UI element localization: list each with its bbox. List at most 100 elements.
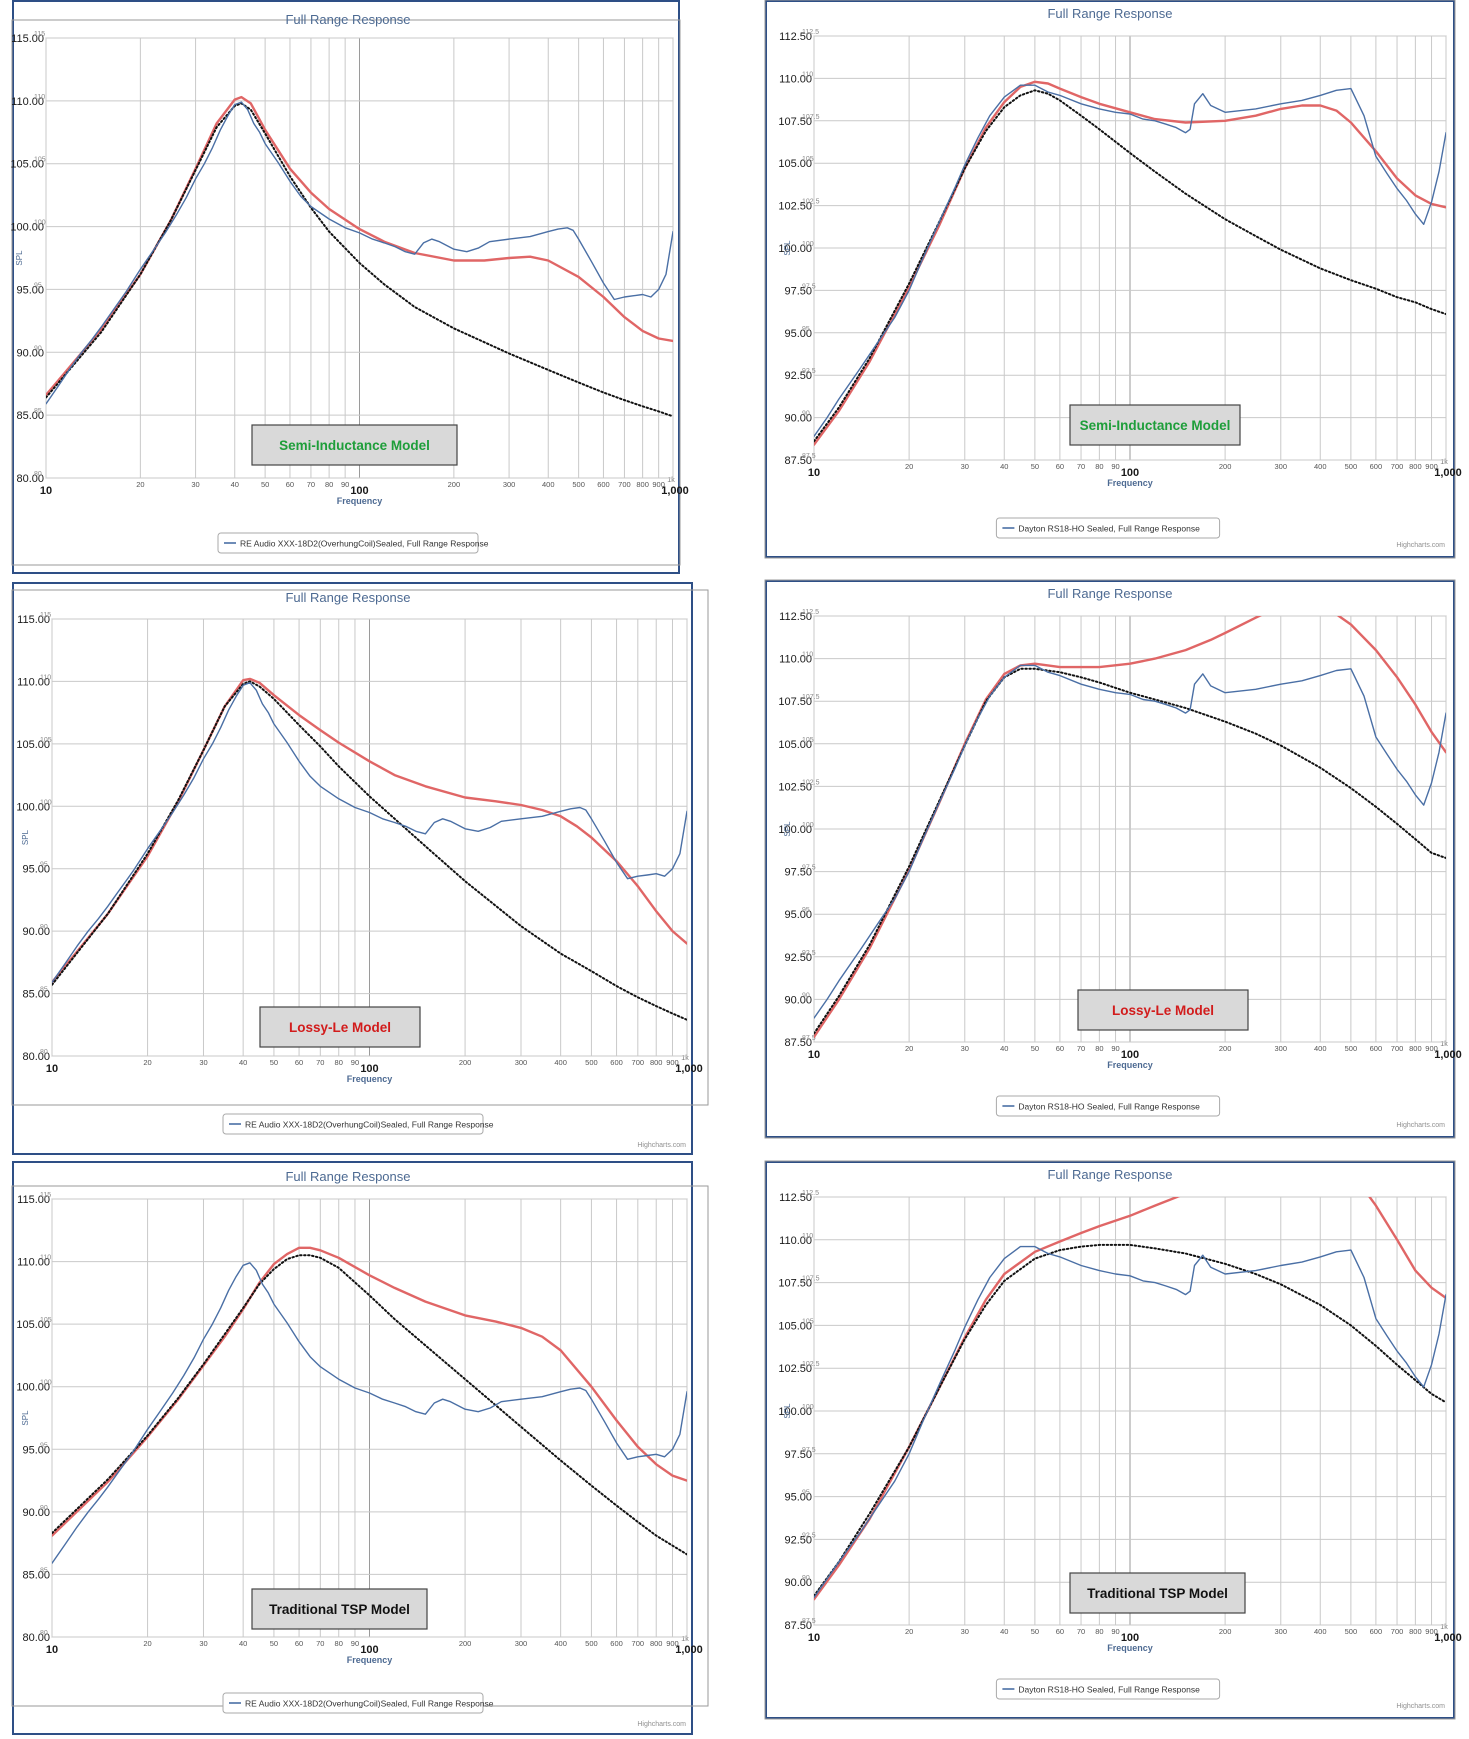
chart-credit: Highcharts.com (1396, 1122, 1445, 1129)
y-tick-label: 110.00 (779, 1235, 812, 1247)
x-tick-label: 60 (286, 480, 294, 489)
y-tick-ghost-label: 85 (34, 408, 42, 415)
x-tick-label: 90 (1111, 462, 1119, 471)
x-tick-ghost-label: 1k (1440, 459, 1448, 466)
y-tick-label: 97.50 (784, 1449, 812, 1461)
y-tick-label: 107.50 (778, 696, 812, 708)
y-tick-ghost-label: 115 (40, 1192, 51, 1199)
model-label: Lossy-Le Model (289, 1020, 391, 1035)
x-tick-label: 10 (808, 1049, 820, 1061)
chart-inner-frame (764, 579, 1456, 1139)
x-tick-label: 900 (1425, 462, 1438, 471)
chart-title: Full Range Response (285, 590, 410, 605)
x-tick-label: 20 (905, 1627, 913, 1636)
x-tick-label: 500 (572, 480, 585, 489)
x-tick-label: 800 (1409, 1044, 1422, 1053)
y-tick-label: 85.00 (22, 989, 50, 1001)
legend-box (217, 532, 479, 554)
chart-dayton-lossy-le: Full Range Response 10 20 30 40 50 60 70 80 90 100… (760, 579, 1462, 1140)
x-tick-label: 600 (1370, 462, 1383, 471)
y-tick-ghost-label: 100 (34, 220, 46, 227)
x-tick-label: 40 (239, 1058, 247, 1067)
x-tick-label: 400 (1314, 462, 1327, 471)
y-tick-label: 110.00 (779, 73, 812, 85)
chart-inner-frame (764, 1160, 1456, 1720)
x-tick-label: 20 (143, 1639, 151, 1648)
x-tick-label: 600 (610, 1058, 623, 1067)
x-axis-label: Frequency (1107, 1060, 1153, 1070)
x-tick-label: 500 (1345, 1627, 1358, 1636)
x-tick-label: 50 (270, 1058, 278, 1067)
x-axis-label: Frequency (347, 1074, 393, 1084)
x-tick-label: 10 (46, 1644, 58, 1656)
x-tick-label: 400 (554, 1639, 567, 1648)
y-tick-ghost-label: 102.5 (802, 1361, 820, 1368)
x-tick-label: 80 (335, 1639, 343, 1648)
x-tick-label: 800 (1409, 462, 1422, 471)
y-tick-ghost-label: 100 (40, 1380, 52, 1387)
x-tick-label: 1,000 (661, 485, 689, 497)
y-tick-label: 100.00 (778, 243, 812, 255)
y-tick-label: 87.50 (784, 1037, 812, 1049)
y-tick-ghost-label: 95 (802, 907, 810, 914)
chart-inner-frame (11, 589, 709, 1106)
x-tick-label: 60 (295, 1639, 303, 1648)
y-tick-ghost-label: 115 (40, 612, 51, 619)
y-tick-ghost-label: 90 (802, 992, 810, 999)
y-tick-label: 107.50 (778, 1278, 812, 1290)
chart-title: Full Range Response (1047, 586, 1172, 601)
y-tick-ghost-label: 100 (802, 1404, 814, 1411)
y-tick-label: 87.50 (784, 1620, 812, 1632)
y-axis-label: SPL (783, 1403, 792, 1419)
y-axis-label: SPL (21, 829, 30, 845)
y-tick-ghost-label: 107.5 (802, 694, 820, 701)
model-label-box (251, 1588, 428, 1630)
y-tick-ghost-label: 110 (34, 94, 45, 101)
x-axis-label: Frequency (1107, 1643, 1153, 1653)
x-tick-label: 20 (143, 1058, 151, 1067)
x-tick-label: 300 (1275, 462, 1288, 471)
x-tick-label: 80 (325, 480, 333, 489)
y-tick-label: 105.00 (16, 1319, 50, 1331)
x-tick-label: 300 (1275, 1044, 1288, 1053)
y-tick-ghost-label: 110 (802, 71, 813, 78)
x-tick-label: 900 (666, 1058, 679, 1067)
x-tick-label: 200 (459, 1639, 472, 1648)
x-tick-label: 90 (351, 1058, 359, 1067)
x-tick-label: 800 (1409, 1627, 1422, 1636)
x-tick-label: 60 (1056, 1627, 1064, 1636)
x-tick-label: 600 (1370, 1627, 1383, 1636)
y-tick-label: 105.00 (16, 739, 50, 751)
y-tick-ghost-label: 100 (40, 799, 52, 806)
x-tick-label: 300 (503, 480, 516, 489)
y-tick-ghost-label: 97.5 (802, 1447, 816, 1454)
panel-border (12, 0, 680, 574)
y-axis-label: SPL (15, 250, 24, 266)
x-tick-label: 100 (1121, 467, 1139, 479)
x-tick-label: 30 (191, 480, 199, 489)
chart-credit: Highcharts.com (637, 1142, 686, 1149)
x-tick-label: 600 (597, 480, 610, 489)
y-tick-ghost-label: 87.5 (802, 1035, 816, 1042)
y-tick-ghost-label: 115 (34, 31, 45, 38)
y-tick-ghost-label: 80 (40, 1630, 48, 1637)
x-tick-ghost-label: 1k (681, 1636, 689, 1643)
legend-label: Dayton RS18-HO Sealed, Full Range Respon… (1018, 1685, 1200, 1695)
x-tick-label: 40 (239, 1639, 247, 1648)
y-tick-ghost-label: 95 (40, 1442, 48, 1449)
x-tick-label: 500 (1345, 462, 1358, 471)
legend-box (995, 1095, 1221, 1117)
series-line-measured (52, 1262, 687, 1564)
x-tick-label: 900 (1425, 1627, 1438, 1636)
y-tick-ghost-label: 80 (34, 471, 42, 478)
x-tick-label: 300 (515, 1639, 528, 1648)
x-tick-label: 400 (554, 1058, 567, 1067)
y-tick-label: 107.50 (778, 116, 812, 128)
x-tick-label: 30 (199, 1058, 207, 1067)
x-tick-label: 800 (636, 480, 649, 489)
model-label: Traditional TSP Model (269, 1602, 410, 1617)
y-tick-ghost-label: 95 (802, 326, 810, 333)
